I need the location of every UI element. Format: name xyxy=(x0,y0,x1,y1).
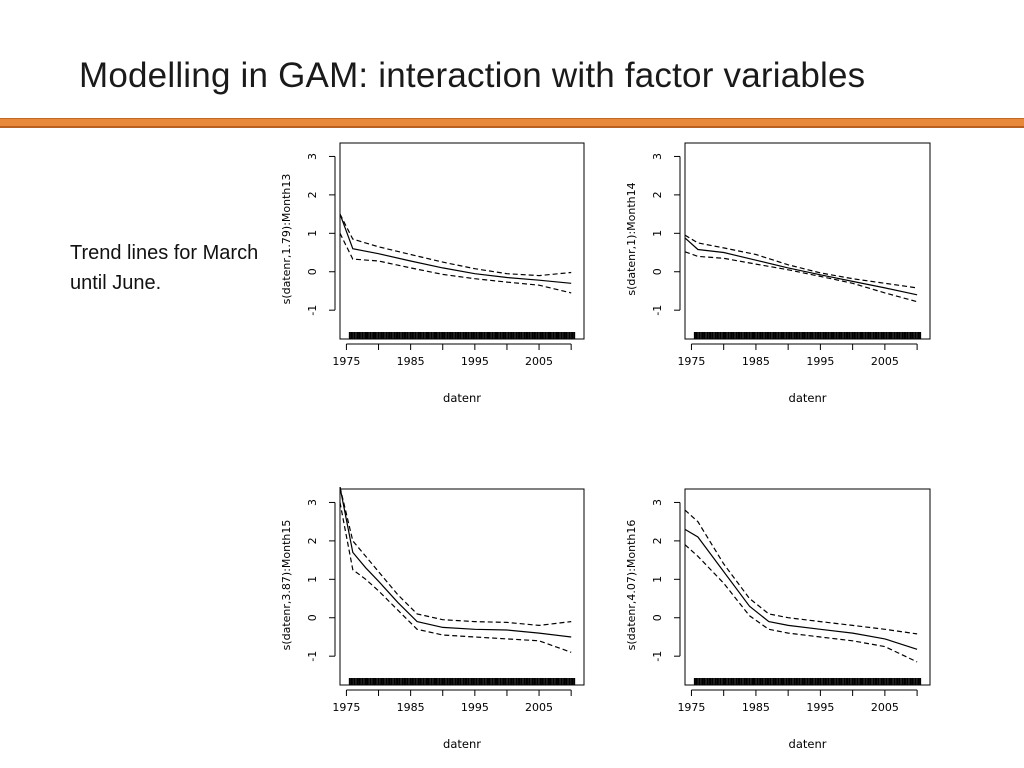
y-tick-label: 3 xyxy=(306,499,319,506)
trend-line xyxy=(339,213,572,284)
y-axis-label: s(datenr,4.07):Month16 xyxy=(625,520,638,651)
y-tick-label: 0 xyxy=(651,268,664,275)
y-tick-label: 3 xyxy=(306,153,319,160)
slide-title: Modelling in GAM: interaction with facto… xyxy=(79,56,866,95)
y-tick-label: 2 xyxy=(306,537,319,544)
x-tick-label: 1975 xyxy=(677,355,705,368)
trend-line xyxy=(684,237,918,296)
y-tick-label: 1 xyxy=(306,576,319,583)
y-tick-label: -1 xyxy=(306,651,319,662)
y-tick-label: 1 xyxy=(651,576,664,583)
confidence-band-line xyxy=(684,544,918,663)
confidence-band-line xyxy=(684,509,918,635)
x-tick-label: 2005 xyxy=(871,355,899,368)
x-tick-label: 1985 xyxy=(397,355,425,368)
y-tick-label: -1 xyxy=(651,651,664,662)
y-tick-label: -1 xyxy=(651,305,664,316)
y-tick-label: -1 xyxy=(306,305,319,316)
plot-frame xyxy=(684,488,931,686)
x-tick-label: 1985 xyxy=(742,701,770,714)
confidence-band-line xyxy=(339,213,572,277)
x-tick-label: 1985 xyxy=(742,355,770,368)
x-tick-label: 1975 xyxy=(332,701,360,714)
x-axis-label: datenr xyxy=(789,737,827,751)
x-axis-label: datenr xyxy=(443,391,481,405)
y-tick-label: 1 xyxy=(651,230,664,237)
confidence-band-line xyxy=(684,234,918,289)
y-axis-label: s(datenr,3.87):Month15 xyxy=(280,520,293,651)
y-tick-label: 0 xyxy=(306,614,319,621)
y-tick-label: 2 xyxy=(651,537,664,544)
trend-line xyxy=(684,528,918,650)
confidence-band-line xyxy=(339,486,572,627)
x-tick-label: 1995 xyxy=(806,355,834,368)
y-tick-label: 3 xyxy=(651,499,664,506)
y-tick-label: 2 xyxy=(651,191,664,198)
x-tick-label: 1995 xyxy=(461,701,489,714)
trend-line xyxy=(339,486,572,638)
x-tick-label: 1975 xyxy=(332,355,360,368)
confidence-band-line xyxy=(339,502,572,653)
x-tick-label: 1975 xyxy=(677,701,705,714)
confidence-band-line xyxy=(684,251,918,303)
y-tick-label: 3 xyxy=(651,153,664,160)
confidence-band-line xyxy=(339,233,572,294)
x-tick-label: 2005 xyxy=(871,701,899,714)
x-axis-label: datenr xyxy=(443,737,481,751)
x-axis-label: datenr xyxy=(789,391,827,405)
y-axis-label: s(datenr,1):Month14 xyxy=(625,182,638,295)
y-axis-label: s(datenr,1.79):Month13 xyxy=(280,174,293,305)
title-divider xyxy=(0,118,1024,128)
x-tick-label: 1985 xyxy=(397,701,425,714)
y-tick-label: 2 xyxy=(306,191,319,198)
side-caption: Trend lines for March until June. xyxy=(70,242,259,294)
x-tick-label: 1995 xyxy=(806,701,834,714)
x-tick-label: 2005 xyxy=(525,355,553,368)
y-tick-label: 0 xyxy=(306,268,319,275)
x-tick-label: 1995 xyxy=(461,355,489,368)
x-tick-label: 2005 xyxy=(525,701,553,714)
y-tick-label: 1 xyxy=(306,230,319,237)
y-tick-label: 0 xyxy=(651,614,664,621)
